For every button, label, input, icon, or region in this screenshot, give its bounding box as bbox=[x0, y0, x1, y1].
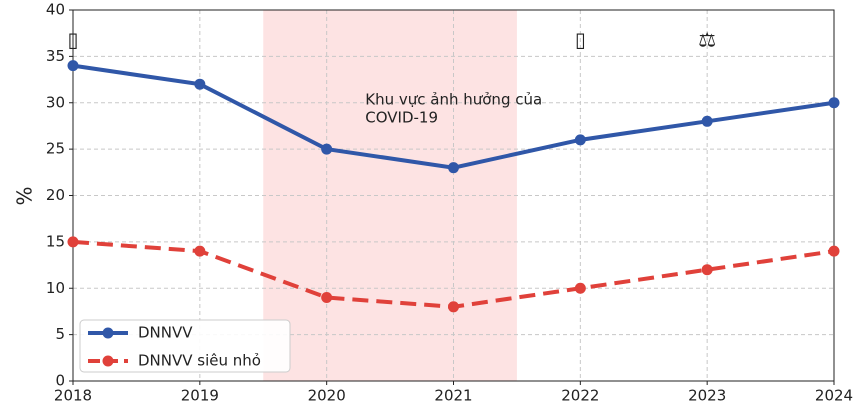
x-tick-label: 2023 bbox=[688, 387, 726, 405]
legend-marker bbox=[102, 355, 114, 367]
y-tick-label: 10 bbox=[46, 279, 65, 297]
legend-label: DNNVV siêu nhỏ bbox=[138, 352, 261, 370]
data-point bbox=[321, 292, 333, 304]
y-tick-label: 30 bbox=[46, 93, 65, 111]
x-tick-label: 2022 bbox=[561, 387, 599, 405]
y-tick-label: 15 bbox=[46, 232, 65, 250]
y-tick-label: 20 bbox=[46, 186, 65, 204]
region-label: Khu vực ảnh hưởng của bbox=[365, 91, 542, 109]
data-point bbox=[701, 115, 713, 127]
data-point bbox=[701, 264, 713, 276]
data-point bbox=[194, 78, 206, 90]
x-tick-label: 2018 bbox=[54, 387, 92, 405]
x-tick-label: 2019 bbox=[181, 387, 219, 405]
y-tick-label: 35 bbox=[46, 47, 65, 65]
x-tick-label: 2024 bbox=[815, 387, 853, 405]
data-point bbox=[574, 134, 586, 146]
y-tick-label: 25 bbox=[46, 140, 65, 158]
y-tick-label: 40 bbox=[46, 1, 65, 19]
icon: ▯ bbox=[575, 28, 586, 52]
data-point bbox=[321, 143, 333, 155]
data-point bbox=[67, 60, 79, 72]
y-tick-label: 0 bbox=[55, 372, 65, 390]
legend-box bbox=[79, 319, 291, 373]
data-point bbox=[828, 97, 840, 109]
data-point bbox=[448, 162, 459, 174]
x-tick-label: 2020 bbox=[308, 387, 346, 405]
data-point bbox=[194, 245, 206, 257]
y-tick-label: 5 bbox=[55, 325, 65, 343]
icon: ▯ bbox=[67, 28, 78, 52]
x-tick-label: 2021 bbox=[434, 387, 472, 405]
data-point bbox=[574, 282, 586, 294]
data-point bbox=[828, 245, 840, 257]
icon: ⚖ bbox=[698, 28, 716, 52]
legend-label: DNNVV bbox=[138, 324, 193, 342]
legend: DNNVV DNNVV siêu nhỏ bbox=[79, 319, 291, 373]
legend-marker bbox=[102, 327, 114, 339]
data-point bbox=[448, 301, 459, 313]
y-axis-label: % bbox=[13, 186, 37, 205]
region-label: COVID-19 bbox=[365, 109, 438, 127]
plot-frame bbox=[72, 9, 835, 382]
data-point bbox=[67, 236, 79, 248]
